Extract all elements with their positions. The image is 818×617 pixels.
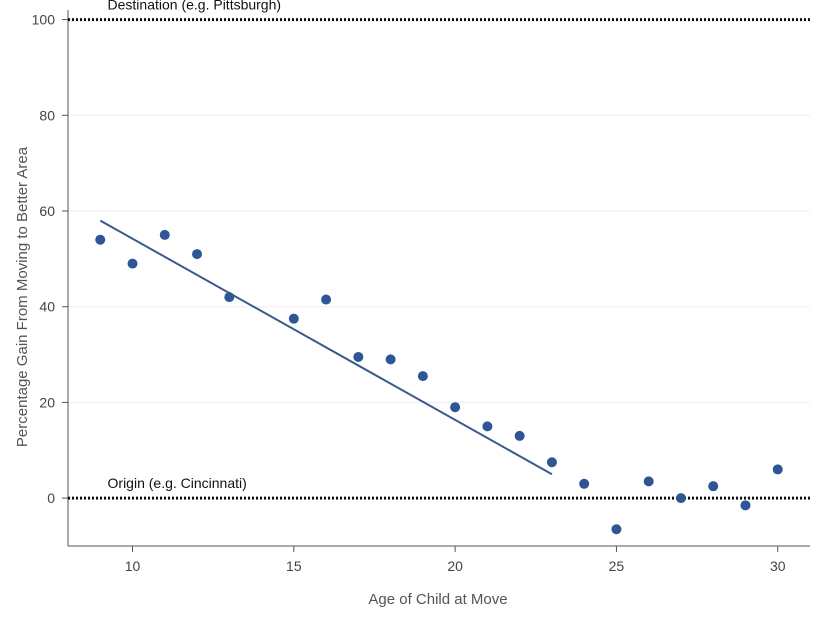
x-tick-label: 10 <box>125 558 141 574</box>
fit-line <box>99 219 553 476</box>
gridlines <box>68 19 810 499</box>
data-point <box>482 421 493 432</box>
destination-label: Destination (e.g. Pittsburgh) <box>108 0 282 13</box>
y-tick-label: 0 <box>47 490 55 506</box>
data-point <box>192 249 203 260</box>
data-point <box>224 292 235 303</box>
data-point <box>514 430 525 441</box>
data-point <box>772 464 783 475</box>
tick-labels: 0 20 40 60 80 100 10 15 20 25 30 <box>32 12 786 574</box>
data-point <box>675 493 686 504</box>
x-tick-label: 20 <box>447 558 463 574</box>
data-point <box>95 234 106 245</box>
y-tick-label: 60 <box>39 203 55 219</box>
fit-line-group <box>99 219 553 476</box>
data-point <box>385 354 396 365</box>
data-point <box>321 294 332 305</box>
data-point <box>288 313 299 324</box>
data-point <box>546 457 557 468</box>
data-point <box>159 229 170 240</box>
data-point <box>579 478 590 489</box>
data-point <box>740 500 751 511</box>
data-point <box>417 371 428 382</box>
data-point <box>127 258 138 269</box>
y-tick-label: 20 <box>39 394 55 410</box>
axes <box>67 10 810 547</box>
x-axis-title: Age of Child at Move <box>368 591 507 608</box>
y-tick-label: 80 <box>39 107 55 123</box>
x-tick-label: 30 <box>770 558 786 574</box>
y-tick-label: 40 <box>39 299 55 315</box>
x-tick-label: 25 <box>609 558 625 574</box>
y-axis-title: Percentage Gain From Moving to Better Ar… <box>14 146 31 447</box>
origin-label: Origin (e.g. Cincinnati) <box>108 475 247 491</box>
data-point <box>708 481 719 492</box>
x-tick-label: 15 <box>286 558 302 574</box>
data-points <box>95 229 783 535</box>
data-point <box>450 402 461 413</box>
data-point <box>611 524 622 535</box>
data-point <box>353 351 364 362</box>
reference-lines: Destination (e.g. Pittsburgh) Origin (e.g… <box>68 0 810 500</box>
y-tick-label: 100 <box>32 12 56 28</box>
data-point <box>643 476 654 487</box>
